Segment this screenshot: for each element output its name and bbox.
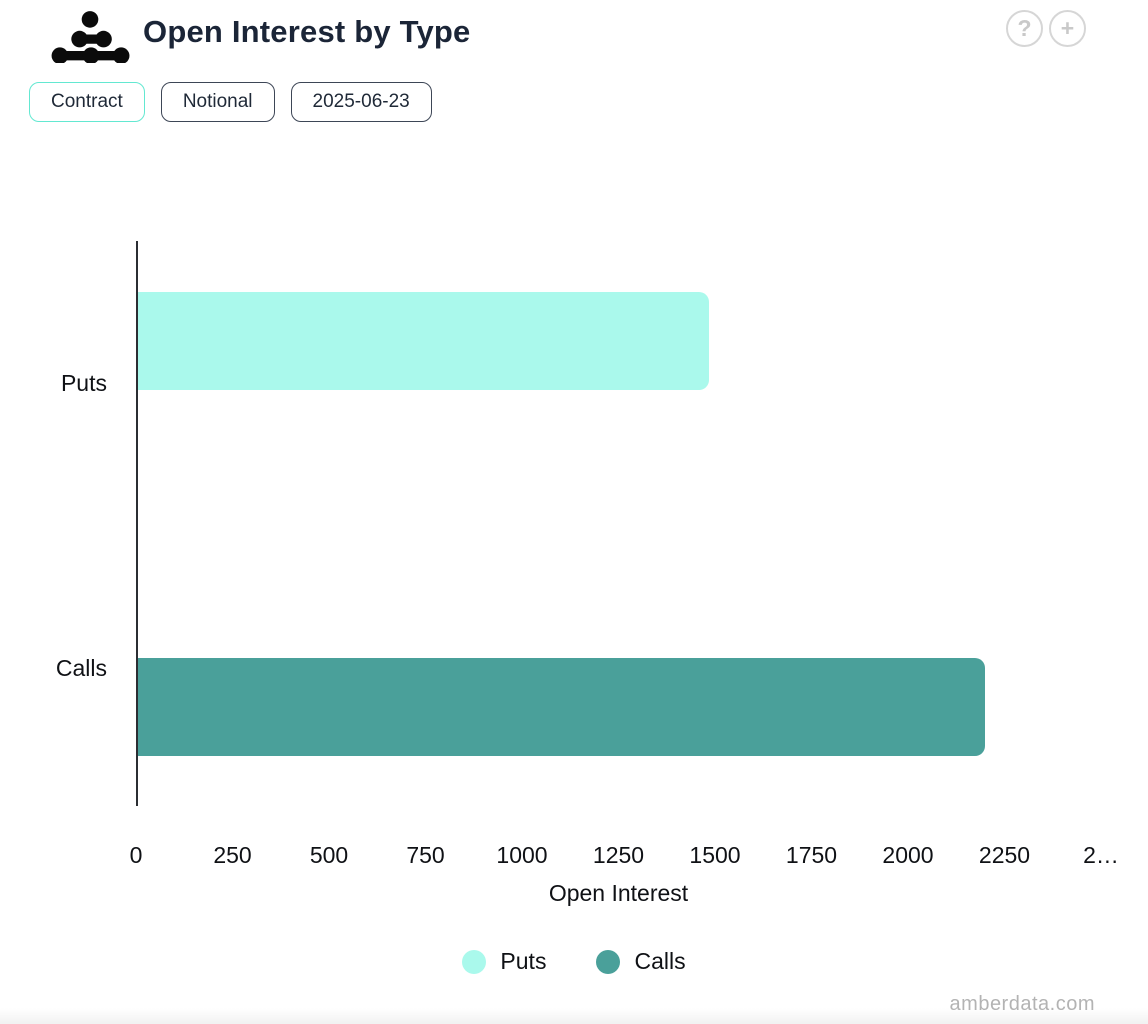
- page-title: Open Interest by Type: [143, 14, 471, 49]
- header-actions: ? +: [1006, 10, 1086, 47]
- legend-label: Calls: [634, 948, 686, 974]
- date-picker-button[interactable]: 2025-06-23: [290, 82, 432, 122]
- toolbar: Contract Notional 2025-06-23: [29, 82, 432, 122]
- notional-button[interactable]: Notional: [160, 82, 275, 122]
- x-axis-title: Open Interest: [548, 880, 689, 906]
- bar-calls[interactable]: [138, 658, 985, 756]
- legend-swatch-icon: [462, 949, 487, 974]
- help-icon[interactable]: ?: [1006, 10, 1043, 47]
- y-category-label-puts: Puts: [60, 370, 107, 396]
- x-tick-label: 2000: [882, 842, 934, 868]
- chart-legend: Puts Calls: [0, 948, 1148, 975]
- y-axis-line: [136, 241, 138, 806]
- legend-swatch-icon: [596, 949, 621, 974]
- x-tick-label: 1000: [496, 842, 548, 868]
- x-tick-label: 0: [129, 842, 143, 868]
- x-tick-label: 2…: [1083, 842, 1119, 868]
- x-tick-label: 1250: [592, 842, 645, 868]
- contract-button[interactable]: Contract: [29, 82, 145, 122]
- x-tick-label: 1750: [785, 842, 838, 868]
- amberdata-logo: [51, 11, 130, 63]
- x-tick-label: 250: [213, 842, 252, 868]
- x-tick-label: 500: [309, 842, 349, 868]
- legend-label: Puts: [500, 948, 547, 974]
- x-axis-ticks: 0 250 500 750 1000 1250 1500 1750 2000 2250 2…: [0, 842, 1148, 870]
- x-tick-label: 2250: [978, 842, 1031, 868]
- watermark: amberdata.com: [949, 993, 1095, 1015]
- bar-puts[interactable]: [138, 292, 709, 390]
- x-tick-label: 750: [406, 842, 445, 868]
- add-icon[interactable]: +: [1049, 10, 1086, 47]
- legend-item-puts[interactable]: Puts: [462, 948, 546, 975]
- legend-item-calls[interactable]: Calls: [596, 948, 686, 975]
- y-category-label-calls: Calls: [55, 655, 107, 681]
- x-tick-label: 1500: [689, 842, 741, 868]
